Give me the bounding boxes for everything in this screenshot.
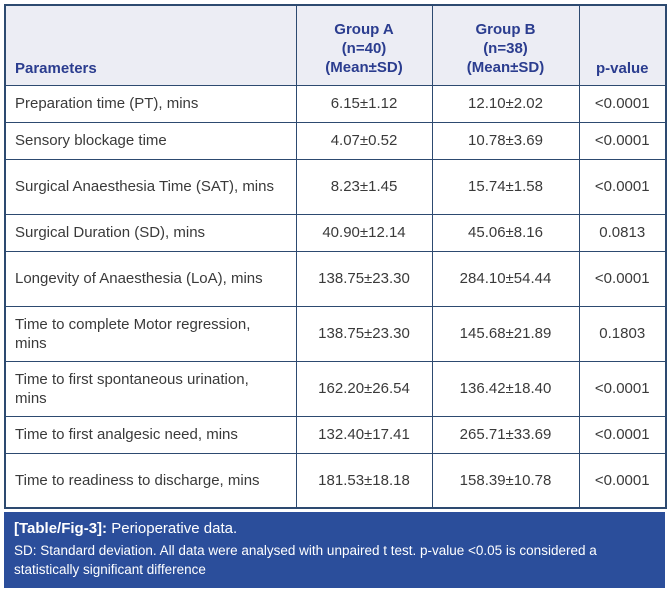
group-b-value: 265.71±33.69 <box>431 415 580 454</box>
group-a-value: 162.20±26.54 <box>295 360 433 417</box>
group-b-n: (n=38) <box>483 39 528 57</box>
table-caption-bar: [Table/Fig-3]: Perioperative data. SD: S… <box>4 512 665 588</box>
group-a-value: 138.75±23.30 <box>295 250 433 307</box>
table-row: Time to readiness to discharge, mins 181… <box>4 452 667 509</box>
table-row: Sensory blockage time 4.07±0.52 10.78±3.… <box>4 121 667 160</box>
p-value-cell: <0.0001 <box>578 250 667 307</box>
group-b-value: 158.39±10.78 <box>431 452 580 509</box>
group-a-value: 8.23±1.45 <box>295 158 433 215</box>
group-b-value: 15.74±1.58 <box>431 158 580 215</box>
group-a-value: 6.15±1.12 <box>295 84 433 123</box>
parameter-cell: Time to first spontaneous urination, min… <box>4 360 297 417</box>
parameter-cell: Longevity of Anaesthesia (LoA), mins <box>4 250 297 307</box>
table-body: Preparation time (PT), mins 6.15±1.12 12… <box>4 84 667 509</box>
group-b-value: 145.68±21.89 <box>431 305 580 362</box>
group-b-value: 12.10±2.02 <box>431 84 580 123</box>
table-header: Parameters Group A (n=40) (Mean±SD) Grou… <box>4 4 667 86</box>
parameter-cell: Time to first analgesic need, mins <box>4 415 297 454</box>
table-row: Preparation time (PT), mins 6.15±1.12 12… <box>4 84 667 123</box>
p-value-cell: <0.0001 <box>578 452 667 509</box>
parameter-cell: Time to readiness to discharge, mins <box>4 452 297 509</box>
p-value-cell: 0.1803 <box>578 305 667 362</box>
group-a-value: 40.90±12.14 <box>295 213 433 252</box>
group-b-measure: (Mean±SD) <box>466 58 545 76</box>
group-b-value: 136.42±18.40 <box>431 360 580 417</box>
parameter-cell: Sensory blockage time <box>4 121 297 160</box>
group-b-value: 45.06±8.16 <box>431 213 580 252</box>
column-header-group-b: Group B (n=38) (Mean±SD) <box>431 4 580 86</box>
column-header-parameters: Parameters <box>4 4 297 86</box>
parameter-cell: Time to complete Motor regression, mins <box>4 305 297 362</box>
perioperative-data-table: Parameters Group A (n=40) (Mean±SD) Grou… <box>4 4 667 509</box>
table-footnote: SD: Standard deviation. All data were an… <box>14 543 597 577</box>
parameter-cell: Surgical Anaesthesia Time (SAT), mins <box>4 158 297 215</box>
group-a-value: 181.53±18.18 <box>295 452 433 509</box>
p-value-cell: <0.0001 <box>578 360 667 417</box>
group-a-title: Group A <box>334 20 394 38</box>
table-row: Time to first spontaneous urination, min… <box>4 360 667 417</box>
parameter-cell: Preparation time (PT), mins <box>4 84 297 123</box>
p-value-cell: <0.0001 <box>578 121 667 160</box>
table-row: Time to first analgesic need, mins 132.4… <box>4 415 667 454</box>
group-a-value: 4.07±0.52 <box>295 121 433 160</box>
p-value-cell: 0.0813 <box>578 213 667 252</box>
group-a-value: 132.40±17.41 <box>295 415 433 454</box>
table-row: Surgical Duration (SD), mins 40.90±12.14… <box>4 213 667 252</box>
table-row: Surgical Anaesthesia Time (SAT), mins 8.… <box>4 158 667 215</box>
table-row: Time to complete Motor regression, mins … <box>4 305 667 362</box>
group-a-value: 138.75±23.30 <box>295 305 433 362</box>
group-b-title: Group B <box>475 20 536 38</box>
parameter-cell: Surgical Duration (SD), mins <box>4 213 297 252</box>
group-b-value: 10.78±3.69 <box>431 121 580 160</box>
table-caption: [Table/Fig-3]: Perioperative data. <box>14 519 655 539</box>
table-row: Longevity of Anaesthesia (LoA), mins 138… <box>4 250 667 307</box>
group-a-n: (n=40) <box>341 39 387 57</box>
column-header-p-value: p-value <box>578 4 667 86</box>
p-value-cell: <0.0001 <box>578 84 667 123</box>
column-header-group-a: Group A (n=40) (Mean±SD) <box>295 4 433 86</box>
table-fig-label: [Table/Fig-3]: <box>14 520 108 537</box>
p-value-cell: <0.0001 <box>578 415 667 454</box>
header-row: Parameters Group A (n=40) (Mean±SD) Grou… <box>4 4 667 86</box>
caption-text: Perioperative data. <box>111 520 238 537</box>
group-a-measure: (Mean±SD) <box>325 58 403 76</box>
p-value-cell: <0.0001 <box>578 158 667 215</box>
group-b-value: 284.10±54.44 <box>431 250 580 307</box>
